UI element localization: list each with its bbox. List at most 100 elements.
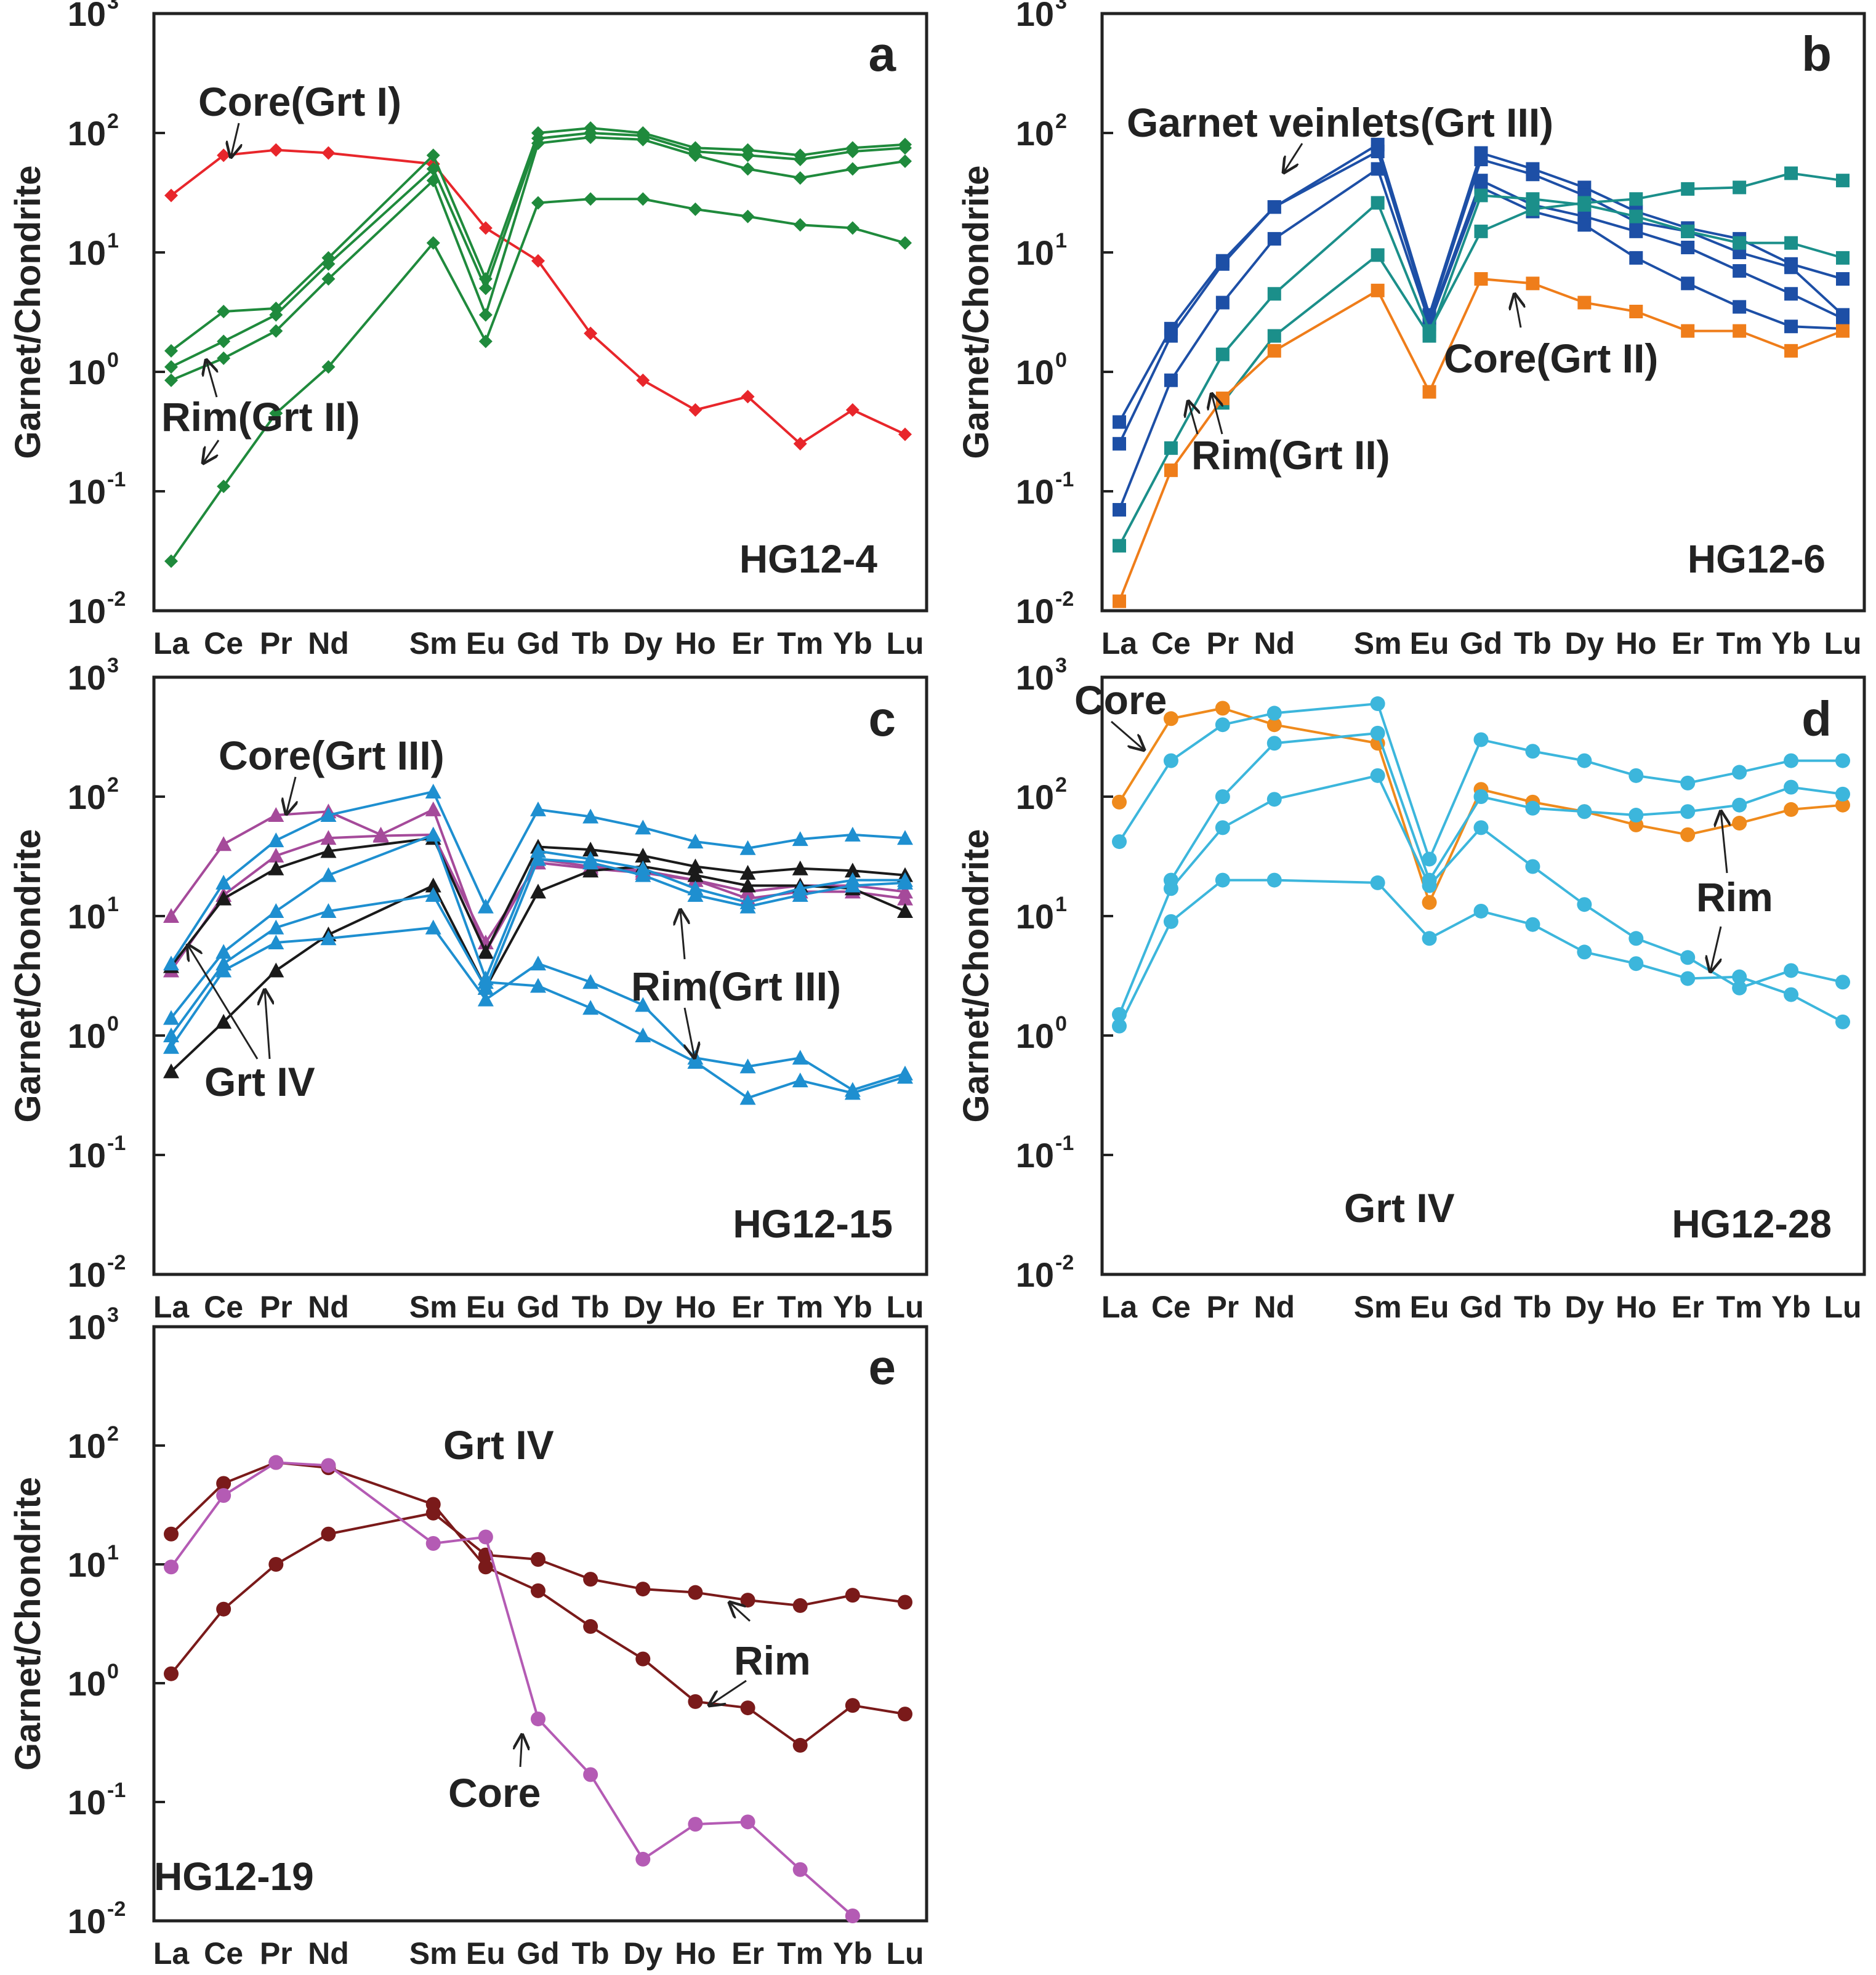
x-tick-label: Ho: [1616, 626, 1657, 661]
annotation-label: Rim(Grt II): [161, 394, 360, 440]
y-tick-exponent: 0: [107, 348, 119, 372]
series-line: [170, 790, 906, 965]
data-point: [269, 143, 283, 157]
y-axis-label: Garnet/Chondrite: [956, 829, 996, 1123]
data-point: [792, 860, 808, 875]
data-point: [1835, 786, 1850, 802]
series-line: [1118, 702, 1843, 861]
series-line: [170, 858, 906, 1037]
data-point: [164, 1526, 179, 1542]
data-point: [1215, 347, 1230, 361]
y-tick-label: 10: [68, 233, 106, 272]
x-tick-label: Tm: [1717, 1290, 1763, 1324]
data-point: [1784, 166, 1798, 180]
data-point: [164, 360, 178, 374]
x-tick-label: Ce: [204, 1936, 243, 1971]
annotation-arrow: [685, 1007, 694, 1058]
series-line: [171, 136, 906, 382]
series-line: [170, 926, 906, 1092]
x-tick-label: Gd: [517, 1936, 559, 1971]
x-tick-label: Pr: [1206, 626, 1239, 661]
data-point: [688, 1694, 703, 1709]
data-point: [425, 783, 441, 798]
data-point: [321, 1526, 336, 1542]
data-point: [1628, 808, 1644, 823]
data-point: [1370, 768, 1385, 783]
data-point: [1733, 324, 1747, 338]
data-point: [1164, 373, 1178, 387]
data-point: [268, 1557, 284, 1572]
y-tick-exponent: 0: [1055, 348, 1067, 372]
data-point: [217, 351, 231, 365]
data-point: [268, 903, 284, 918]
data-point: [1732, 765, 1747, 780]
x-tick-label: Yb: [1771, 626, 1811, 661]
data-point: [268, 935, 284, 950]
data-point: [477, 944, 494, 959]
data-point: [740, 1700, 755, 1716]
series: [1112, 696, 1850, 867]
y-tick-exponent: -2: [1055, 1251, 1074, 1274]
data-point: [792, 1862, 808, 1877]
data-point: [687, 1054, 704, 1069]
y-tick-exponent: 2: [107, 110, 119, 133]
x-tick-label: Eu: [466, 626, 505, 661]
data-point: [320, 843, 337, 858]
y-tick-exponent: 2: [1055, 110, 1067, 133]
data-point: [1422, 931, 1437, 946]
data-point: [531, 1583, 545, 1598]
data-point: [321, 146, 336, 160]
data-point: [792, 1072, 808, 1088]
annotation-arrow: [1212, 394, 1222, 435]
data-point: [583, 1767, 598, 1782]
y-tick-label: 10: [1016, 592, 1054, 630]
data-point: [1266, 872, 1282, 888]
data-point: [164, 554, 178, 568]
data-point: [1784, 260, 1798, 275]
series-line: [170, 1511, 906, 1675]
data-point: [898, 141, 912, 155]
data-point: [845, 145, 859, 159]
x-tick-label: Tb: [1514, 1290, 1552, 1324]
data-point: [1733, 180, 1747, 195]
data-point: [269, 308, 283, 322]
y-tick-exponent: -2: [107, 1251, 126, 1274]
data-point: [898, 236, 912, 250]
data-point: [1112, 834, 1127, 850]
data-point: [793, 218, 807, 232]
data-point: [1113, 503, 1126, 517]
y-tick-label: 10: [68, 353, 106, 392]
data-point: [897, 874, 913, 890]
data-point: [845, 1909, 860, 1924]
data-point: [1680, 775, 1696, 790]
data-point: [1732, 816, 1747, 831]
data-point: [844, 1085, 861, 1100]
data-point: [1681, 224, 1695, 238]
data-point: [793, 171, 807, 185]
sample-label: HG12-28: [1672, 1202, 1832, 1246]
data-point: [792, 1050, 808, 1065]
data-point: [1266, 792, 1282, 807]
data-point: [897, 830, 913, 845]
data-point: [163, 908, 179, 923]
y-axis-label: Garnet/Chondrite: [8, 1477, 48, 1771]
data-point: [1733, 264, 1747, 278]
data-point: [1370, 696, 1385, 712]
y-tick-label: 10: [68, 1016, 106, 1055]
data-point: [1835, 753, 1850, 768]
data-point: [268, 919, 284, 935]
panel-letter: c: [869, 691, 896, 746]
data-point: [164, 373, 178, 387]
data-point: [1836, 272, 1850, 286]
panel-letter: b: [1802, 26, 1832, 81]
data-point: [1681, 182, 1695, 196]
annotation-label: Core(Grt III): [219, 733, 445, 778]
data-point: [1836, 324, 1850, 338]
data-point: [1836, 251, 1850, 265]
data-point: [688, 1585, 703, 1600]
annotation-label: Core: [1074, 677, 1167, 723]
annotation-label: Core(Grt II): [1444, 336, 1658, 381]
annotation-label: Garnet veinlets(Grt III): [1127, 100, 1553, 145]
data-point: [1473, 820, 1489, 835]
annotation-arrow: [206, 360, 217, 398]
